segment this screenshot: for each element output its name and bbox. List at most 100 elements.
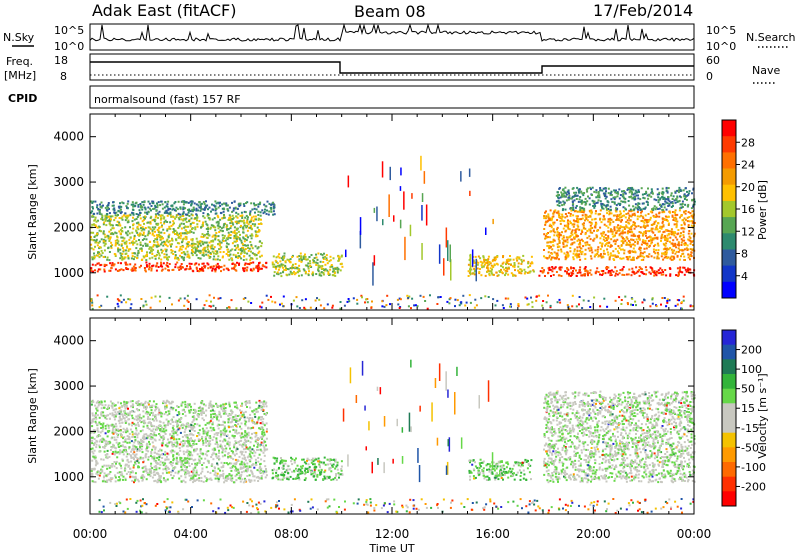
- scatter-cell: [185, 230, 187, 232]
- scatter-cell: [99, 204, 101, 206]
- scatter-cell: [617, 218, 619, 220]
- scatter-cell: [164, 207, 166, 209]
- scatter-cell: [246, 239, 248, 241]
- scatter-cell: [386, 295, 388, 297]
- scatter-cell: [637, 204, 639, 206]
- scatter-cell: [571, 305, 573, 307]
- scatter-cell: [640, 252, 642, 254]
- scatter-cell: [656, 207, 658, 209]
- scatter-cell: [250, 210, 252, 212]
- scatter-cell: [170, 246, 172, 248]
- scatter-cell: [560, 249, 562, 251]
- scatter-cell: [174, 218, 176, 220]
- scatter-cell: [266, 213, 268, 215]
- scatter-cell: [661, 255, 663, 257]
- scatter-cell: [604, 194, 606, 196]
- scatter-cell: [581, 307, 583, 309]
- scatter-cell: [549, 231, 551, 233]
- scatter-cell: [554, 267, 556, 269]
- scatter-cell: [620, 200, 622, 202]
- scatter-cell: [662, 203, 664, 205]
- scatter-cell: [669, 275, 671, 277]
- scatter-cell: [120, 255, 122, 257]
- scatter-cell: [585, 233, 587, 235]
- scatter-cell: [520, 269, 522, 271]
- scatter-cell: [206, 242, 208, 244]
- nsearch-label: N.Search: [746, 31, 796, 44]
- freq-tick-low: 8: [60, 70, 67, 83]
- scatter-cell: [546, 301, 548, 303]
- scatter-cell: [680, 203, 682, 205]
- scatter-cell: [651, 231, 653, 233]
- scatter-cell: [200, 245, 202, 247]
- scatter-cell: [656, 238, 658, 240]
- scatter-cell: [118, 270, 120, 272]
- scatter-cell: [666, 235, 668, 237]
- scatter-cell: [601, 274, 603, 276]
- scatter-cell: [249, 402, 251, 404]
- scatter-cell: [101, 407, 103, 409]
- scatter-cell: [159, 255, 161, 257]
- scatter-cell: [644, 248, 646, 250]
- scatter-cell: [572, 223, 574, 225]
- scatter-cell: [594, 205, 596, 207]
- scatter-cell: [195, 443, 197, 445]
- scatter-cell: [117, 262, 119, 264]
- scatter-cell: [590, 232, 592, 234]
- scatter-cell: [95, 446, 97, 448]
- scatter-cell: [206, 300, 208, 302]
- scatter-cell: [497, 264, 499, 266]
- scatter-cell: [634, 245, 636, 247]
- scatter-cell: [258, 246, 260, 248]
- scatter-cell: [189, 266, 191, 268]
- scatter-cell: [247, 218, 249, 220]
- scatter-cell: [591, 251, 593, 253]
- scatter-cell: [196, 267, 198, 269]
- scatter-cell: [572, 229, 574, 231]
- scatter-cell: [652, 303, 654, 305]
- scatter-cell: [424, 300, 426, 302]
- scatter-cell: [599, 213, 601, 215]
- scatter-cell: [689, 190, 691, 192]
- scatter-cell: [114, 418, 116, 420]
- scatter-cell: [197, 226, 199, 228]
- scatter-cell: [490, 267, 492, 269]
- scatter-cell: [552, 215, 554, 217]
- scatter-cell: [140, 244, 142, 246]
- scatter-cell: [224, 479, 226, 481]
- scatter-cell: [260, 463, 262, 465]
- scatter-cell: [114, 253, 116, 255]
- scatter-cell: [158, 227, 160, 229]
- scatter-cell: [586, 191, 588, 193]
- scatter-cell: [254, 212, 256, 214]
- scatter-cell: [111, 263, 113, 265]
- scatter-cell: [600, 209, 602, 211]
- scatter-cell: [251, 433, 253, 435]
- scatter-cell: [149, 257, 151, 259]
- scatter-cell: [635, 272, 637, 274]
- scatter-cell: [645, 207, 647, 209]
- scatter-cell: [594, 218, 596, 220]
- scatter-cell: [633, 259, 635, 261]
- scatter-cell: [290, 267, 292, 269]
- scatter-cell: [150, 270, 152, 272]
- scatter-cell: [615, 190, 617, 192]
- scatter-cell: [264, 266, 266, 268]
- scatter-cell: [632, 189, 634, 191]
- scatter-cell: [580, 274, 582, 276]
- scatter-cell: [196, 217, 198, 219]
- scatter-cell: [203, 247, 205, 249]
- scatter-cell: [94, 236, 96, 238]
- scatter-cell: [650, 236, 652, 238]
- scatter-cell: [663, 192, 665, 194]
- scatter-cell: [298, 265, 300, 267]
- scatter-cell: [615, 207, 617, 209]
- scatter-cell: [662, 221, 664, 223]
- scatter-cell: [664, 206, 666, 208]
- velocity-scatter: [90, 360, 696, 514]
- freq-tick-high: 18: [54, 54, 68, 67]
- scatter-cell: [676, 214, 678, 216]
- scatter-cell: [631, 235, 633, 237]
- scatter-cell: [642, 221, 644, 223]
- scatter-cell: [214, 229, 216, 231]
